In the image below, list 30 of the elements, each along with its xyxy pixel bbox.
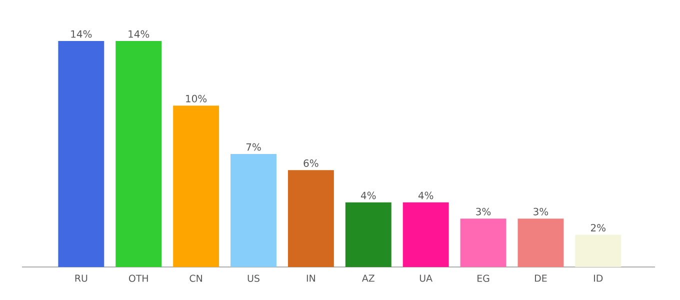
x-tick-label: UA (420, 274, 432, 282)
data-label: 6% (304, 159, 318, 167)
data-label: 4% (418, 192, 434, 200)
x-tick-label: OTH (128, 274, 148, 282)
x-tick-label: US (248, 274, 260, 282)
x-tick-label: RU (75, 274, 88, 282)
bar (402, 202, 449, 267)
data-label: 10% (186, 94, 207, 102)
bar (575, 234, 622, 267)
x-tick-label: CN (190, 274, 202, 282)
bar (116, 40, 162, 267)
bar (460, 218, 506, 267)
bar (58, 40, 104, 267)
data-label: 14% (71, 30, 92, 38)
x-tick-label: DE (534, 274, 547, 282)
bar (173, 106, 220, 267)
x-tick-label: AZ (362, 274, 374, 282)
bar (288, 170, 334, 267)
bar (230, 154, 276, 267)
data-label: 14% (128, 30, 150, 38)
data-label: 3% (476, 208, 491, 216)
data-label: 3% (534, 208, 548, 216)
data-label: 2% (590, 224, 606, 232)
x-tick-label: IN (306, 274, 315, 282)
x-tick-label: ID (594, 274, 603, 282)
x-tick-label: EG (478, 274, 490, 282)
bar (345, 202, 392, 267)
data-label: 7% (246, 143, 261, 151)
bar (518, 218, 564, 267)
data-label: 4% (360, 192, 376, 200)
